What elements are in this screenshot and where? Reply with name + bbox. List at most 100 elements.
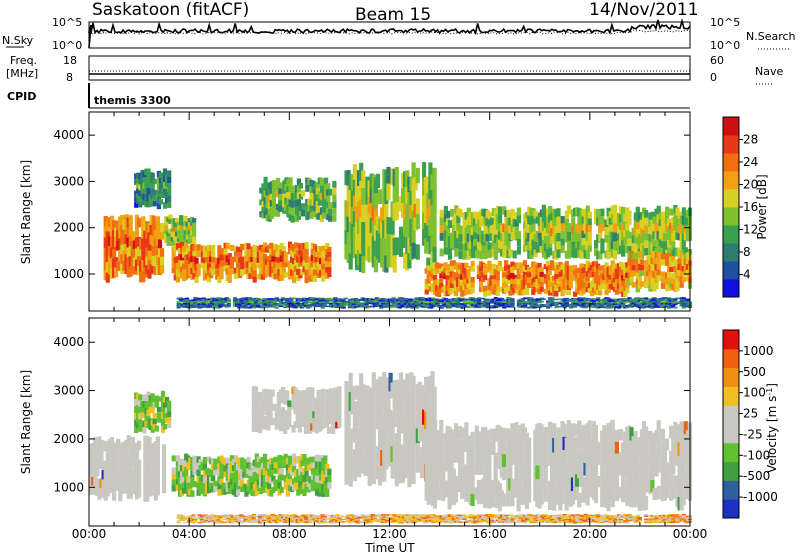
power-cells-cell	[623, 301, 628, 304]
power-cells-cell	[141, 260, 146, 272]
power-cells-cell	[679, 300, 684, 303]
vel-cells-cell	[196, 469, 201, 477]
vel-cells-cell	[675, 424, 680, 438]
power-cells-cell	[523, 304, 528, 307]
vel-cells-cell	[190, 477, 195, 484]
vel-cells-cell	[344, 381, 349, 399]
vel-cells-cell	[273, 456, 278, 463]
power-cells-cell	[669, 237, 674, 245]
nsearch-tick-high: 10^5	[710, 16, 740, 29]
power-cells-cell	[547, 270, 553, 276]
power-cells-cell	[226, 305, 231, 308]
power-cells-cell	[179, 225, 184, 230]
vel-cells-cell	[432, 420, 438, 435]
power-cells-cell	[285, 299, 290, 302]
power-cells-cell	[669, 222, 674, 231]
power-cells-cell	[301, 190, 306, 197]
y-tick-label: 2000	[53, 221, 84, 235]
power-cells-cell	[416, 302, 421, 305]
vel-cells-cell	[130, 436, 135, 447]
power-cells-cell	[143, 240, 148, 250]
power-cells-cell	[447, 300, 453, 302]
power-cells-cell	[631, 282, 636, 288]
power-cells-cell	[512, 274, 517, 280]
vel-cells-cell	[149, 451, 154, 461]
power-cells-cell	[371, 236, 376, 252]
power-cells-cell	[148, 201, 153, 207]
power-cells-cell	[564, 261, 569, 267]
vel-cells-cell	[118, 468, 123, 480]
power-cells-cell	[432, 246, 437, 263]
power-cells-cell	[525, 245, 530, 252]
power-cells-cell	[447, 306, 453, 309]
power-cells-cell	[489, 302, 494, 304]
power-cells-cell	[525, 218, 530, 226]
power-cells-cell	[485, 300, 490, 302]
power-cells-cell	[608, 211, 613, 218]
power-cells-cell	[675, 302, 680, 304]
power-cells-cell	[541, 204, 546, 214]
vel-cells-cell	[514, 472, 519, 486]
power-cells-cell	[550, 302, 555, 305]
power-cells-cell	[332, 215, 337, 222]
power-cells-cell	[679, 270, 684, 277]
power-cells-cell	[483, 285, 488, 292]
power-cells-cell	[598, 285, 603, 291]
power-cells-cell	[527, 282, 532, 289]
vel-cells-cell	[554, 462, 559, 476]
vel-cells-cell	[153, 441, 158, 451]
power-cells-cell	[464, 289, 469, 295]
power-cells-cell	[464, 300, 469, 302]
power-cells-cell	[281, 246, 286, 252]
power-cells-cell	[585, 260, 590, 266]
power-cells-cell	[493, 297, 498, 299]
vel-cells-cell	[518, 437, 523, 450]
power-cells-cell	[564, 210, 569, 219]
vel-cells-cell	[211, 475, 216, 481]
power-cells-cell	[675, 284, 680, 291]
power-cells-cell	[506, 279, 511, 284]
vel-cells-cell	[352, 401, 357, 418]
power-cells-cell	[504, 224, 509, 232]
power-cells-cell	[172, 227, 177, 232]
vel-cells-cell	[167, 417, 172, 423]
power-cells-cell	[548, 298, 553, 301]
power-cells-cell	[428, 162, 433, 181]
power-cells-cell	[241, 304, 246, 306]
vel-cells-cell	[595, 476, 601, 488]
power-cells-cell	[200, 262, 205, 269]
power-cells-cell	[596, 297, 601, 300]
vel-cells-cell	[320, 408, 325, 416]
power-cells-cell	[602, 299, 607, 302]
power-cells-cell	[483, 269, 488, 275]
vel-cells-cell	[614, 441, 619, 454]
vel-cells-cell	[683, 421, 688, 435]
power-cells-cell	[428, 217, 433, 236]
power-cells-cell	[278, 305, 284, 307]
power-cells-cell	[627, 297, 632, 299]
power-cells-cell	[130, 231, 135, 241]
vel-cells-cell	[432, 403, 437, 420]
power-cells-cell	[432, 183, 437, 200]
power-cells-cell	[276, 304, 281, 307]
power-cells-cell	[226, 302, 231, 305]
power-cells-cell	[516, 268, 521, 274]
power-cells-cell	[432, 215, 437, 231]
power-cells-cell	[188, 270, 193, 277]
vel-cells-cell	[508, 466, 513, 479]
power-cells-cell	[201, 303, 206, 306]
vel-cells-cell	[93, 456, 98, 466]
power-cells-cell	[162, 168, 168, 176]
power-cells-cell	[333, 297, 338, 299]
power-cells-cell	[564, 218, 569, 227]
power-cells-cell	[301, 209, 306, 217]
vel-cells-cell	[263, 453, 268, 461]
vel-cells-cell	[154, 401, 159, 408]
vel-cells-cell	[453, 489, 458, 503]
vel-cells-cell	[411, 412, 416, 431]
power-cells-cell	[258, 303, 263, 305]
power-cells-cell	[600, 278, 605, 284]
vel-cells-cell	[577, 463, 582, 479]
vel-cells-cell	[93, 437, 98, 447]
power-cells-cell	[656, 301, 661, 304]
